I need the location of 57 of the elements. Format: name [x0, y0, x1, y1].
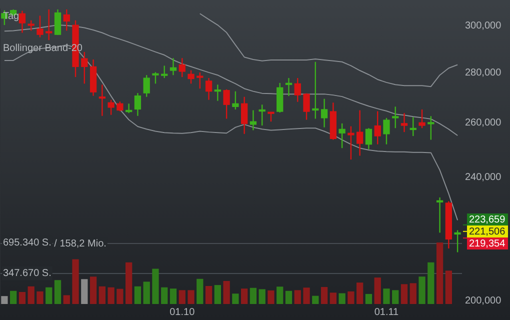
candlestick [214, 84, 222, 102]
candlestick [258, 104, 266, 126]
candlestick [268, 112, 274, 122]
y-tick-label: 200,000 [465, 295, 502, 306]
candlestick [143, 74, 150, 98]
candlestick [400, 112, 408, 133]
x-tick-label: 01.10 [170, 306, 196, 318]
y-tick-label: 240,000 [465, 172, 502, 183]
candlestick [374, 110, 381, 145]
candlestick [320, 98, 328, 128]
candlestick [294, 77, 301, 102]
x-tick-label: 01.11 [374, 306, 400, 318]
ref-line-label: 219,354 [469, 238, 506, 250]
candlestick [240, 96, 248, 135]
y-tick-label: 300,000 [465, 20, 502, 32]
candlestick [383, 117, 390, 145]
candlestick [205, 77, 212, 100]
ref-line-label: 221,506 [469, 226, 506, 238]
y-tick-label: 260,000 [465, 118, 502, 129]
candlestick [196, 72, 204, 90]
candlestick [418, 108, 426, 129]
candlestick [178, 57, 186, 78]
y2-tick-label: 347.670 S. [3, 268, 52, 280]
candlestick [54, 8, 62, 36]
candlestick [170, 57, 177, 76]
candlestick [454, 230, 461, 253]
y-tick-label: 280,000 [465, 67, 502, 78]
candlestick [232, 90, 239, 110]
candlestick [410, 116, 416, 137]
candlestick [428, 116, 434, 140]
candlestick [436, 196, 444, 234]
candlestick [250, 110, 257, 131]
y2-tick-label: 695.340 S. [3, 237, 52, 248]
candlestick [312, 61, 319, 120]
candlestick [392, 106, 399, 129]
candlestick [338, 122, 346, 149]
candlestick [348, 126, 354, 160]
ref-line-label: / 158,2 Mio. [54, 238, 106, 250]
candlestick [223, 88, 230, 120]
candlestick [28, 20, 34, 32]
candlestick [46, 8, 52, 41]
candlestick [116, 100, 124, 112]
candlestick [108, 99, 114, 116]
candlestick [63, 8, 70, 32]
candlestick [356, 110, 364, 156]
candlestick [134, 92, 142, 116]
candlestick [161, 65, 168, 79]
candlestick [152, 72, 159, 84]
candlestick [18, 10, 26, 34]
ref-line-label: 223,659 [469, 214, 506, 226]
candlestick [98, 84, 106, 116]
candlestick [36, 15, 44, 38]
candlestick [188, 70, 194, 84]
candlestick [365, 128, 372, 150]
candlestick [303, 92, 310, 120]
candlestick [81, 51, 88, 84]
candlestick [285, 77, 292, 97]
